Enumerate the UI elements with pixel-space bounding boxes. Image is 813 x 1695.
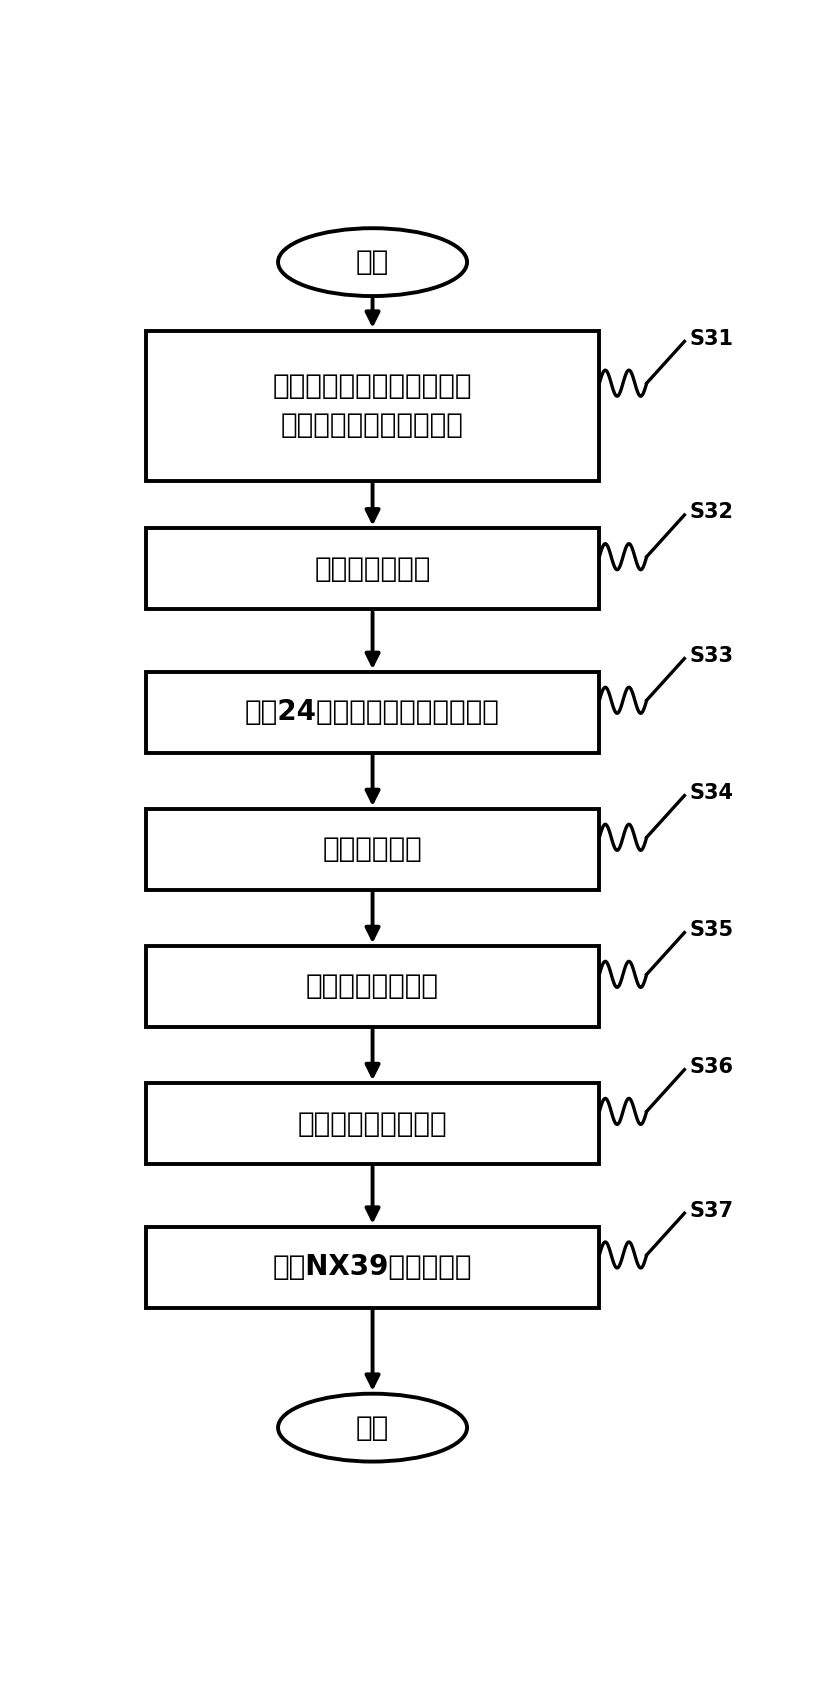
Text: 经过24组三角滤波器组进行平滑: 经过24组三角滤波器组进行平滑 [246, 698, 500, 727]
Text: 开始: 开始 [356, 247, 389, 276]
Ellipse shape [278, 1393, 467, 1461]
Text: 进行傅里叶变换: 进行傅里叶变换 [315, 554, 431, 583]
Text: 进行对数运算: 进行对数运算 [323, 836, 423, 863]
Text: 得到NX39的特征矩阵: 得到NX39的特征矩阵 [273, 1253, 472, 1281]
FancyBboxPatch shape [146, 529, 599, 609]
Text: 进行离散余弦变换: 进行离散余弦变换 [306, 973, 439, 1000]
Text: S31: S31 [689, 329, 733, 349]
Text: S34: S34 [689, 783, 733, 803]
FancyBboxPatch shape [146, 671, 599, 753]
Text: 一阶、二阶差分运算: 一阶、二阶差分运算 [298, 1110, 447, 1137]
Text: S35: S35 [689, 920, 733, 941]
Ellipse shape [278, 229, 467, 297]
Text: S37: S37 [689, 1200, 733, 1220]
Text: 结束: 结束 [356, 1414, 389, 1442]
FancyBboxPatch shape [146, 1083, 599, 1164]
Text: S32: S32 [689, 502, 733, 522]
FancyBboxPatch shape [146, 331, 599, 481]
FancyBboxPatch shape [146, 1227, 599, 1307]
Text: S36: S36 [689, 1058, 733, 1076]
FancyBboxPatch shape [146, 809, 599, 890]
Text: S33: S33 [689, 646, 733, 666]
FancyBboxPatch shape [146, 946, 599, 1027]
Text: 对经过端点检测的地名语音
信号进行分帧、加窗处理: 对经过端点检测的地名语音 信号进行分帧、加窗处理 [273, 373, 472, 439]
